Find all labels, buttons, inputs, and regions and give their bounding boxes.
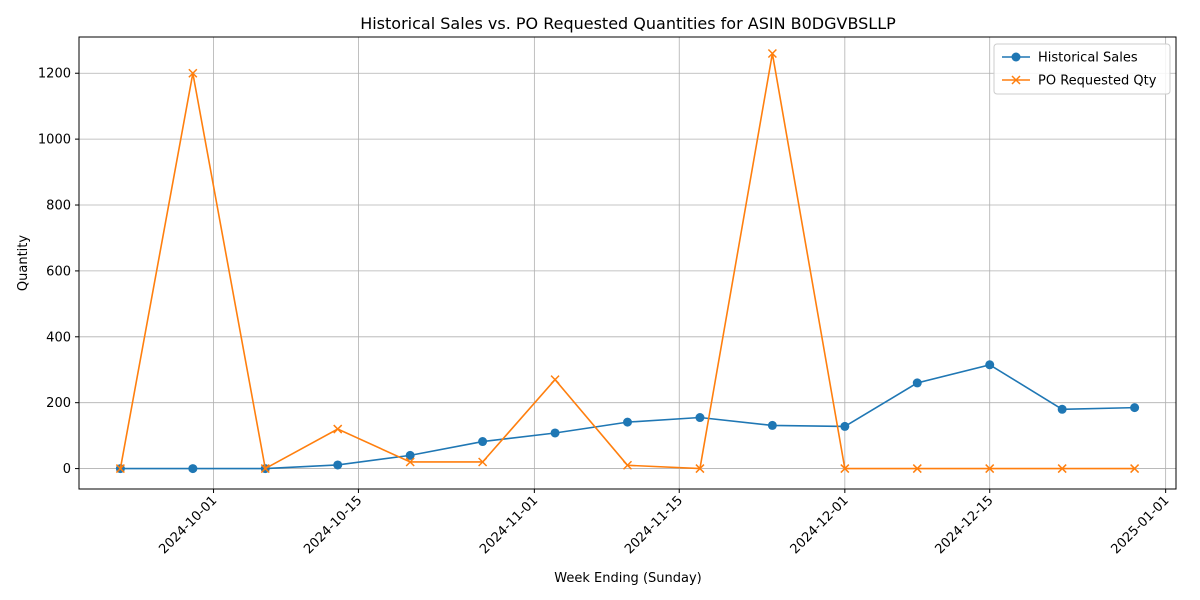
x-tick-label: 2024-12-15 (933, 493, 997, 557)
data-point (840, 464, 850, 474)
data-point (405, 457, 415, 467)
plot-frame (78, 36, 1177, 490)
data-point (985, 360, 995, 370)
data-point (550, 428, 560, 438)
y-tick-label: 200 (46, 396, 71, 411)
grid-lines (79, 37, 1176, 489)
legend-box (993, 43, 1171, 95)
x-axis-label: Week Ending (Sunday) (554, 571, 701, 586)
chart-title: Historical Sales vs. PO Requested Quanti… (360, 14, 896, 33)
data-point (622, 460, 633, 470)
y-tick-label: 600 (46, 264, 71, 279)
data-point (333, 424, 343, 434)
y-tick-label: 1000 (38, 133, 71, 148)
data-point (695, 413, 705, 423)
y-tick-label: 800 (46, 199, 71, 214)
data-point (912, 464, 922, 474)
series-line (119, 53, 1135, 470)
series-line (120, 363, 1135, 470)
data-point (912, 378, 922, 388)
legend-marker (1011, 75, 1021, 85)
data-point (767, 420, 777, 430)
data-point (1130, 464, 1140, 474)
legend-marker (1011, 52, 1021, 62)
data-point (1057, 464, 1067, 474)
data-point (405, 450, 415, 460)
legend: Historical Sales PO Requested Qty (993, 43, 1171, 95)
data-point (260, 464, 270, 474)
x-tick-label: 2024-12-01 (788, 493, 852, 557)
data-point (1057, 404, 1067, 414)
data-point (623, 417, 632, 427)
y-tick-label: 1200 (38, 67, 71, 82)
data-point (1130, 403, 1140, 413)
x-tick-label: 2025-01-01 (1108, 493, 1172, 557)
y-tick-label: 0 (63, 462, 71, 477)
data-point (478, 457, 488, 467)
data-point (115, 464, 125, 474)
x-axis: 2024-10-01 2024-10-15 2024-11-01 2024-11-15… (156, 489, 1172, 557)
series-layer (115, 48, 1140, 474)
x-tick-label: 2024-10-15 (301, 493, 365, 557)
data-point (550, 375, 560, 385)
series-historical-sales (115, 360, 1140, 474)
x-tick-label: 2024-10-01 (156, 493, 220, 557)
data-point (985, 464, 995, 474)
legend-label: PO Requested Qty (1038, 74, 1157, 89)
y-tick-label: 400 (46, 330, 71, 345)
data-point (478, 437, 488, 447)
data-point (767, 48, 777, 59)
y-axis-label: Quantity (16, 235, 31, 291)
x-tick-label: 2024-11-15 (622, 493, 686, 557)
y-axis: 0 200 400 600 800 1000 1200 (38, 67, 79, 477)
data-point (333, 460, 343, 470)
series-po-requested-qty (115, 48, 1140, 474)
data-point (840, 421, 850, 431)
x-tick-label: 2024-11-01 (477, 493, 541, 557)
data-point (188, 464, 198, 474)
legend-label: Historical Sales (1038, 51, 1138, 66)
data-point (695, 464, 705, 474)
data-point (188, 68, 198, 78)
